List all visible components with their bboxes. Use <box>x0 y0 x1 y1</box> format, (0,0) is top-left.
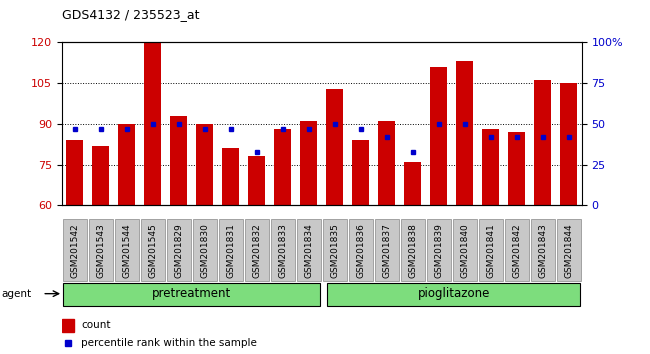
Bar <box>326 88 343 205</box>
Text: pretreatment: pretreatment <box>152 287 231 300</box>
Text: GSM201542: GSM201542 <box>70 223 79 278</box>
Text: GSM201544: GSM201544 <box>122 223 131 278</box>
Text: GSM201543: GSM201543 <box>96 223 105 278</box>
Text: GSM201838: GSM201838 <box>408 223 417 278</box>
Text: GSM201841: GSM201841 <box>486 223 495 278</box>
FancyBboxPatch shape <box>296 219 321 281</box>
Text: GSM201836: GSM201836 <box>356 223 365 278</box>
Bar <box>352 140 369 205</box>
FancyBboxPatch shape <box>504 219 529 281</box>
Text: GSM201545: GSM201545 <box>148 223 157 278</box>
Bar <box>66 140 83 205</box>
FancyBboxPatch shape <box>192 219 217 281</box>
Bar <box>560 83 577 205</box>
Bar <box>62 319 74 331</box>
Text: GSM201832: GSM201832 <box>252 223 261 278</box>
Bar <box>378 121 395 205</box>
Bar <box>404 162 421 205</box>
Bar <box>222 148 239 205</box>
Text: GSM201837: GSM201837 <box>382 223 391 278</box>
FancyBboxPatch shape <box>62 219 87 281</box>
Bar <box>456 62 473 205</box>
Text: count: count <box>81 320 111 330</box>
FancyBboxPatch shape <box>270 219 295 281</box>
Text: GSM201843: GSM201843 <box>538 223 547 278</box>
Bar <box>274 129 291 205</box>
Text: GSM201844: GSM201844 <box>564 223 573 278</box>
Text: GSM201830: GSM201830 <box>200 223 209 278</box>
Text: GSM201831: GSM201831 <box>226 223 235 278</box>
FancyBboxPatch shape <box>322 219 347 281</box>
Text: GSM201833: GSM201833 <box>278 223 287 278</box>
FancyBboxPatch shape <box>348 219 373 281</box>
Text: GDS4132 / 235523_at: GDS4132 / 235523_at <box>62 8 200 21</box>
FancyBboxPatch shape <box>556 219 581 281</box>
Bar <box>118 124 135 205</box>
Text: GSM201834: GSM201834 <box>304 223 313 278</box>
FancyBboxPatch shape <box>374 219 399 281</box>
Bar <box>508 132 525 205</box>
FancyBboxPatch shape <box>478 219 503 281</box>
FancyBboxPatch shape <box>63 284 320 306</box>
Bar <box>534 80 551 205</box>
Bar <box>482 129 499 205</box>
FancyBboxPatch shape <box>530 219 555 281</box>
Text: GSM201829: GSM201829 <box>174 223 183 278</box>
FancyBboxPatch shape <box>140 219 165 281</box>
Text: GSM201840: GSM201840 <box>460 223 469 278</box>
Text: GSM201835: GSM201835 <box>330 223 339 278</box>
FancyBboxPatch shape <box>218 219 243 281</box>
Bar <box>300 121 317 205</box>
FancyBboxPatch shape <box>400 219 425 281</box>
FancyBboxPatch shape <box>88 219 113 281</box>
Text: GSM201839: GSM201839 <box>434 223 443 278</box>
Bar <box>144 42 161 205</box>
Bar <box>430 67 447 205</box>
Text: agent: agent <box>1 289 31 299</box>
Bar <box>92 145 109 205</box>
FancyBboxPatch shape <box>166 219 191 281</box>
FancyBboxPatch shape <box>426 219 451 281</box>
Bar <box>170 116 187 205</box>
FancyBboxPatch shape <box>244 219 269 281</box>
Text: GSM201842: GSM201842 <box>512 223 521 278</box>
Bar <box>196 124 213 205</box>
Text: pioglitazone: pioglitazone <box>417 287 490 300</box>
FancyBboxPatch shape <box>114 219 139 281</box>
FancyBboxPatch shape <box>452 219 477 281</box>
Text: percentile rank within the sample: percentile rank within the sample <box>81 338 257 348</box>
FancyBboxPatch shape <box>327 284 580 306</box>
Bar <box>248 156 265 205</box>
